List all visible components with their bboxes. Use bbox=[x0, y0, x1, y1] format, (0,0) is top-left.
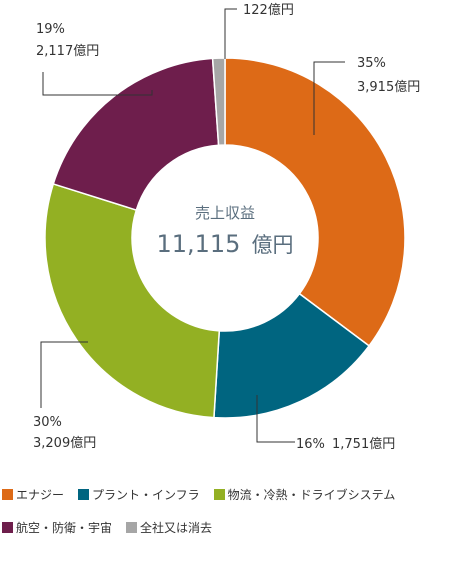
legend-item-aero: 航空・防衛・宇宙 bbox=[2, 519, 112, 536]
center-total: 11,115 億円 bbox=[156, 230, 293, 258]
leader-line-energy bbox=[313, 61, 345, 135]
label-logistics-value: 3,209億円 bbox=[33, 435, 96, 451]
legend-swatch-aero bbox=[2, 522, 13, 533]
leader-line-logistics bbox=[40, 341, 88, 408]
label-energy-percent: 35% bbox=[357, 56, 386, 71]
legend-label-corporate: 全社又は消去 bbox=[140, 521, 213, 535]
slice-energy bbox=[224, 57, 406, 347]
leader-line-corporate bbox=[224, 8, 237, 59]
legend-item-corporate: 全社又は消去 bbox=[126, 519, 212, 536]
legend-row-2: 航空・防衛・宇宙 全社又は消去 bbox=[2, 519, 226, 536]
leader-line-plant bbox=[256, 395, 295, 443]
label-aero-value: 2,117億円 bbox=[36, 43, 99, 59]
legend-label-plant: プラント・インフラ bbox=[92, 488, 200, 502]
legend-swatch-corporate bbox=[126, 522, 138, 533]
slice-corporate bbox=[211, 57, 226, 147]
donut-slices bbox=[44, 57, 406, 419]
legend-swatch-plant bbox=[78, 489, 90, 500]
label-aero-percent: 19% bbox=[36, 22, 65, 37]
legend-swatch-energy bbox=[2, 489, 13, 500]
leader-lines bbox=[40, 8, 345, 443]
center-total-unit: 億円 bbox=[252, 233, 294, 257]
label-plant-value: 1,751億円 bbox=[332, 436, 395, 452]
legend-item-energy: エナジー bbox=[2, 486, 64, 503]
label-energy-value: 3,915億円 bbox=[357, 79, 420, 95]
legend-swatch-logistics bbox=[213, 489, 225, 500]
legend-row-1: エナジー プラント・インフラ 物流・冷熱・ドライブシステム bbox=[2, 486, 409, 503]
center-title: 売上収益 bbox=[195, 204, 255, 222]
legend-item-plant: プラント・インフラ bbox=[78, 486, 200, 503]
legend-item-logistics: 物流・冷熱・ドライブシステム bbox=[213, 486, 396, 503]
slice-aero bbox=[52, 57, 220, 212]
slice-logistics bbox=[44, 183, 221, 419]
legend-label-energy: エナジー bbox=[16, 488, 65, 502]
label-logistics-percent: 30% bbox=[33, 415, 62, 430]
label-plant-percent: 16% bbox=[296, 437, 325, 452]
center-total-value: 11,115 bbox=[156, 230, 240, 258]
leader-line-aero bbox=[42, 72, 153, 96]
legend-label-aero: 航空・防衛・宇宙 bbox=[16, 521, 113, 535]
label-corporate-value: 122億円 bbox=[243, 2, 294, 18]
legend-label-logistics: 物流・冷熱・ドライブシステム bbox=[227, 488, 396, 502]
